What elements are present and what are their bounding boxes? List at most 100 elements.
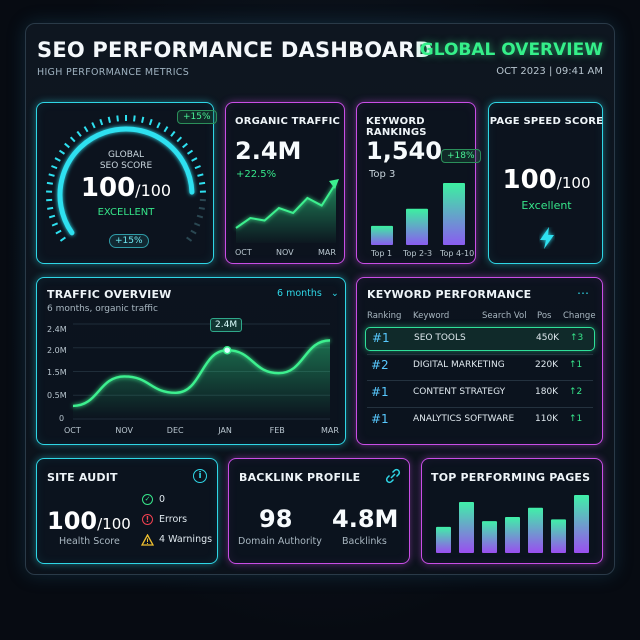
- warning-icon: [141, 534, 154, 546]
- backlinks-value: 4.8M: [332, 505, 399, 533]
- traffic-line: [72, 339, 331, 408]
- kp-keyword: SEO TOOLS: [414, 333, 466, 343]
- gauge-tick: [190, 229, 197, 235]
- gauge-tick: [107, 116, 111, 123]
- page-speed-title: PAGE SPEED SCORE: [489, 116, 604, 127]
- table-row[interactable]: #1 ANALYTICS SOFTWARE 110K ↑1: [365, 409, 595, 433]
- gauge-tick: [48, 214, 56, 219]
- highlight-point: [222, 345, 232, 355]
- kp-header-ranking: Ranking: [367, 311, 402, 321]
- gauge-tick: [47, 206, 54, 210]
- ranking-bar: [371, 225, 393, 245]
- seo-score-change-badge: +15%: [177, 110, 217, 124]
- gauge-tick: [59, 236, 66, 242]
- page-speed-value-wrap: 100/100: [489, 165, 604, 195]
- y-label-2: 1.5M: [47, 368, 67, 377]
- page-title: SEO PERFORMANCE DASHBOARD: [37, 38, 433, 62]
- organic-traffic-title: ORGANIC TRAFFIC: [235, 116, 341, 127]
- gauge-tick: [194, 165, 201, 170]
- keyword-performance-card[interactable]: KEYWORD PERFORMANCE ⋯ Ranking Keyword Se…: [356, 277, 603, 445]
- gauge-tick: [48, 173, 55, 177]
- page-speed-value: 100: [502, 165, 557, 195]
- kp-change: ↑1: [569, 414, 583, 424]
- organic-traffic-value: 2.4M: [235, 137, 302, 165]
- gauge-tick: [91, 122, 96, 129]
- table-row[interactable]: #1 SEO TOOLS 450K ↑3: [365, 327, 595, 351]
- kp-pos: 110K: [535, 414, 559, 424]
- kp-header-change: Change: [563, 311, 596, 321]
- kp-header-search-vol: Search Vol: [482, 311, 527, 321]
- kp-keyword: CONTENT STRATEGY: [413, 387, 506, 397]
- domain-authority-value: 98: [259, 505, 293, 533]
- period-dropdown[interactable]: 6 months ⌄: [277, 288, 339, 299]
- keyword-rankings-title: KEYWORD RANKINGS: [366, 116, 427, 138]
- backlink-profile-card[interactable]: BACKLINK PROFILE 98 Domain Authority 4.8…: [228, 458, 410, 564]
- seo-gauge: [46, 115, 206, 242]
- kr-x-top410: Top 4-10: [440, 249, 475, 258]
- kp-keyword: DIGITAL MARKETING: [413, 360, 505, 370]
- keyword-rankings-card[interactable]: KEYWORD RANKINGS 1,540 +18% Top 3 Top 1 …: [356, 102, 481, 264]
- gauge-tick: [197, 173, 204, 177]
- page-bar: [528, 507, 543, 553]
- gauge-tick: [116, 115, 119, 122]
- table-row[interactable]: #1 CONTENT STRATEGY 180K ↑2: [365, 382, 595, 406]
- gauge-tick: [64, 142, 70, 149]
- kp-keyword: ANALYTICS SOFTWARE: [413, 414, 515, 424]
- gauge-tick: [83, 126, 89, 133]
- gauge-tick: [51, 222, 59, 227]
- page-speed-card[interactable]: PAGE SPEED SCORE 100/100 Excellent: [488, 102, 603, 264]
- org-x-nov: NOV: [276, 248, 294, 257]
- site-audit-card[interactable]: SITE AUDIT i 100/100 Health Score ✓ 0 ! …: [36, 458, 218, 564]
- x-axis-label: DEC: [166, 426, 184, 435]
- organic-traffic-card[interactable]: ORGANIC TRAFFIC 2.4M +22.5% OCT NOV MAR: [225, 102, 345, 264]
- page-bar: [505, 517, 520, 553]
- gauge-tick: [186, 236, 193, 242]
- row-divider: [367, 407, 593, 408]
- audit-ok-count: 0: [159, 494, 166, 505]
- info-icon[interactable]: i: [193, 469, 207, 483]
- site-audit-label: Health Score: [59, 536, 120, 547]
- traffic-overview-title: TRAFFIC OVERVIEW: [47, 288, 172, 301]
- top-pages-card[interactable]: TOP PERFORMING PAGES: [421, 458, 603, 564]
- gauge-tick: [176, 136, 183, 143]
- global-overview-label: GLOBAL OVERVIEW: [419, 40, 603, 60]
- seo-score-trend-badge: +15%: [109, 234, 149, 248]
- gauge-tick: [198, 206, 205, 210]
- gauge-tick: [148, 118, 153, 126]
- gauge-tick: [99, 118, 104, 126]
- row-divider: [367, 380, 593, 381]
- y-label-1: 2.0M: [47, 346, 67, 355]
- kp-pos: 180K: [535, 387, 559, 397]
- more-options-icon[interactable]: ⋯: [577, 286, 590, 300]
- traffic-overview-card[interactable]: TRAFFIC OVERVIEW 6 months, organic traff…: [36, 277, 346, 445]
- traffic-tooltip: 2.4M: [210, 318, 243, 332]
- link-icon: [385, 468, 401, 484]
- gauge-tick: [196, 214, 204, 219]
- table-row[interactable]: #2 DIGITAL MARKETING 220K ↑1: [365, 355, 595, 379]
- ranking-bar: [443, 183, 465, 245]
- org-x-oct: OCT: [235, 248, 252, 257]
- domain-authority-label: Domain Authority: [238, 536, 322, 547]
- page-bar: [459, 501, 474, 553]
- organic-traffic-sparkline: [235, 179, 339, 243]
- site-audit-denominator: /100: [97, 515, 131, 533]
- top-pages-bars: [436, 495, 589, 553]
- seo-score-label-2: SEO SCORE: [99, 161, 153, 171]
- kr-x-top23: Top 2-3: [403, 249, 433, 258]
- kp-header-keyword: Keyword: [413, 311, 450, 321]
- traffic-overview-subtitle: 6 months, organic traffic: [47, 304, 158, 314]
- keyword-rankings-value: 1,540: [366, 137, 442, 165]
- site-audit-title: SITE AUDIT: [47, 471, 118, 484]
- gauge-tick: [76, 130, 82, 137]
- gauge-tick: [170, 130, 176, 137]
- x-axis-label: MAR: [321, 426, 339, 435]
- gauge-tick: [51, 165, 58, 170]
- kp-rank: #2: [371, 358, 389, 372]
- traffic-line-chart: [72, 323, 331, 420]
- page-subtitle: HIGH PERFORMANCE METRICS: [37, 67, 190, 78]
- seo-score-card[interactable]: +15% GLOBAL SEO SCORE 100/100 EXCELLENT …: [36, 102, 217, 264]
- gauge-tick: [69, 136, 76, 143]
- audit-warnings: 4 Warnings: [159, 534, 213, 545]
- keyword-rankings-sub: Top 3: [369, 169, 396, 180]
- error-icon: !: [142, 514, 153, 525]
